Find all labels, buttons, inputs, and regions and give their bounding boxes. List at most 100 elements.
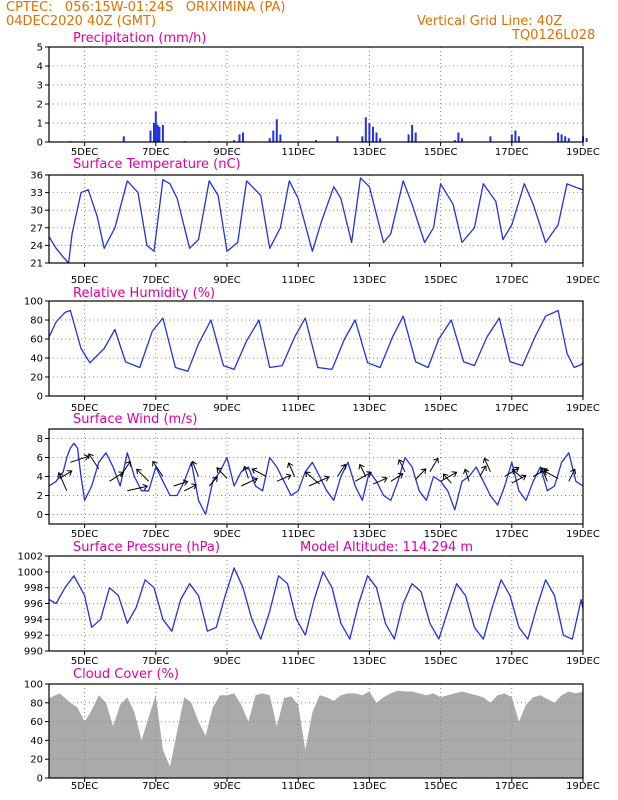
wind-vector-head xyxy=(125,460,131,467)
precipitation-frame xyxy=(48,46,584,143)
cloud-area xyxy=(49,690,583,778)
temperature-xtick-label: 17DEC xyxy=(495,275,529,286)
humidity-xtick-label: 15DEC xyxy=(424,403,458,414)
wind-title: Surface Wind (m/s) xyxy=(73,412,197,427)
pressure-ytick-label: 1000 xyxy=(18,567,43,578)
precipitation-xtick-label: 9DEC xyxy=(213,147,240,158)
precipitation-xtick-label: 11DEC xyxy=(281,147,315,158)
wind-ytick-label: 6 xyxy=(37,453,43,464)
temperature-ytick-label: 21 xyxy=(30,259,43,270)
wind-xtick-label: 19DEC xyxy=(566,529,600,540)
temperature-xtick-label: 15DEC xyxy=(424,275,458,286)
precip-bar xyxy=(489,136,492,142)
humidity-frame xyxy=(48,300,584,397)
wind-ytick-label: 2 xyxy=(37,491,43,502)
pressure-ytick-label: 998 xyxy=(24,583,43,594)
wind-vector-head xyxy=(420,468,427,474)
precip-bar xyxy=(368,123,371,142)
wind-vector xyxy=(305,471,320,485)
precip-bar xyxy=(517,136,520,142)
precipitation-xtick-label: 13DEC xyxy=(353,147,387,158)
wind-ytick-label: 4 xyxy=(37,472,43,483)
wind-vector xyxy=(543,470,559,479)
wind-vector-head xyxy=(142,483,149,491)
wind-vector xyxy=(70,455,89,463)
precip-bar xyxy=(268,138,271,142)
precipitation-xtick-label: 17DEC xyxy=(495,147,529,158)
pressure-ytick-label: 992 xyxy=(24,631,43,642)
humidity-ytick-label: 0 xyxy=(37,392,43,403)
wind-vector-head xyxy=(433,457,439,464)
humidity-ytick-label: 40 xyxy=(30,354,43,365)
header-left-line2: 04DEC2020 40Z (GMT) xyxy=(6,14,157,29)
wind-vector xyxy=(512,469,523,479)
humidity-xtick-label: 11DEC xyxy=(281,403,315,414)
humidity-xtick-label: 13DEC xyxy=(353,403,387,414)
humidity-xtick-label: 7DEC xyxy=(142,403,169,414)
wind-vector-head xyxy=(463,468,470,475)
precip-bar xyxy=(461,138,463,142)
wind-vector-head xyxy=(570,468,577,475)
wind-vector xyxy=(464,469,470,482)
wind-vector-head xyxy=(442,473,449,480)
wind-vector-head xyxy=(242,465,249,472)
precip-bar xyxy=(275,119,278,142)
precip-bar xyxy=(411,124,414,142)
precip-bar xyxy=(510,134,513,142)
wind-vector-head xyxy=(397,472,404,479)
wind-vector xyxy=(243,466,249,479)
wind-vector xyxy=(429,458,439,473)
wind-vector-head xyxy=(252,477,258,484)
humidity-ytick-label: 80 xyxy=(30,316,43,327)
wind-xtick-label: 9DEC xyxy=(213,529,240,540)
precipitation-xtick-label: 5DEC xyxy=(71,147,98,158)
precip-bar xyxy=(154,111,157,142)
humidity-line xyxy=(49,309,583,372)
precipitation-ytick-label: 1 xyxy=(37,119,43,130)
wind-vector xyxy=(208,476,218,487)
wind-vector-head xyxy=(136,468,142,475)
precipitation-panel: 0 1 2 3 4 5 5DEC 7DEC 9DEC 11DEC 13DEC 15DEC 17DEC 19… xyxy=(37,31,600,158)
precip-bar xyxy=(407,134,410,142)
wind-ytick-label: 0 xyxy=(37,510,43,521)
humidity-ytick-label: 60 xyxy=(30,335,43,346)
precipitation-ytick-label: 0 xyxy=(37,138,43,149)
wind-vector-head xyxy=(543,469,550,476)
wind-vector-head xyxy=(513,466,520,473)
wind-vector-head xyxy=(66,470,73,476)
wind-vector-head xyxy=(216,467,222,473)
wind-vector xyxy=(308,476,330,487)
precipitation-title: Precipitation (mm/h) xyxy=(73,31,206,46)
pressure-xtick-label: 5DEC xyxy=(71,656,98,667)
wind-vector xyxy=(251,468,267,477)
precip-bar xyxy=(153,123,155,142)
precip-bar xyxy=(564,136,567,142)
pressure-line xyxy=(49,567,583,640)
wind-vector xyxy=(240,478,258,487)
humidity-ytick-label: 100 xyxy=(24,297,43,308)
precip-bar xyxy=(585,138,588,142)
pressure-ytick-label: 996 xyxy=(24,599,43,610)
temperature-ytick-label: 27 xyxy=(30,223,43,234)
wind-vector-head xyxy=(182,479,189,486)
temperature-frame xyxy=(48,174,584,264)
precipitation-ytick-label: 2 xyxy=(37,100,43,111)
header-right-line1: Vertical Grid Line: 40Z xyxy=(417,14,563,29)
humidity-xtick-label: 17DEC xyxy=(495,403,529,414)
wind-vector xyxy=(336,464,346,477)
wind-vector-head xyxy=(304,471,311,478)
temperature-ytick-label: 24 xyxy=(30,241,43,252)
wind-vector xyxy=(390,473,404,482)
cloud-xtick-label: 19DEC xyxy=(566,781,600,792)
precip-bar xyxy=(361,136,364,142)
precip-bar xyxy=(233,140,236,142)
cloud-xtick-label: 7DEC xyxy=(142,781,169,792)
wind-vector-head xyxy=(340,463,347,470)
humidity-ytick-label: 20 xyxy=(30,373,43,384)
wind-xtick-label: 13DEC xyxy=(353,529,387,540)
cloud-xtick-label: 13DEC xyxy=(353,781,387,792)
precipitation-xtick-label: 19DEC xyxy=(566,147,600,158)
wind-line xyxy=(49,442,583,516)
cloud-xtick-label: 17DEC xyxy=(495,781,529,792)
wind-vector xyxy=(119,461,131,477)
